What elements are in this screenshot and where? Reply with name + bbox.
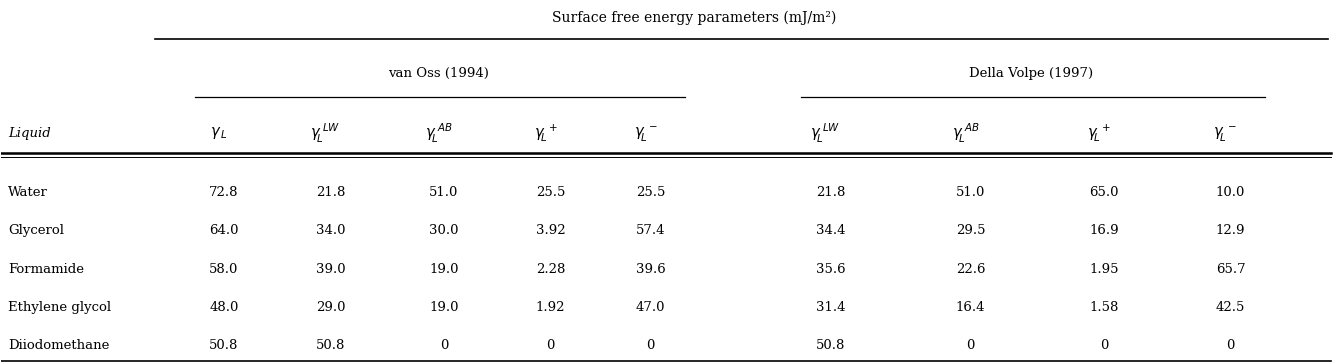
Text: Liquid: Liquid: [8, 127, 51, 140]
Text: 1.95: 1.95: [1089, 263, 1118, 276]
Text: 1.58: 1.58: [1089, 301, 1118, 314]
Text: 3.92: 3.92: [536, 224, 565, 237]
Text: 0: 0: [546, 339, 554, 352]
Text: 51.0: 51.0: [429, 186, 458, 199]
Text: van Oss (1994): van Oss (1994): [387, 67, 489, 80]
Text: 19.0: 19.0: [429, 301, 458, 314]
Text: $\gamma_{\!L}^{\;+}$: $\gamma_{\!L}^{\;+}$: [533, 122, 557, 144]
Text: $\gamma_{\!L}^{\;-}$: $\gamma_{\!L}^{\;-}$: [633, 124, 657, 143]
Text: $\gamma_{\!L}^{\;AB}$: $\gamma_{\!L}^{\;AB}$: [425, 122, 453, 145]
Text: 16.9: 16.9: [1089, 224, 1118, 237]
Text: 50.8: 50.8: [317, 339, 346, 352]
Text: 29.0: 29.0: [315, 301, 346, 314]
Text: 50.8: 50.8: [816, 339, 846, 352]
Text: 57.4: 57.4: [636, 224, 665, 237]
Text: Formamide: Formamide: [8, 263, 84, 276]
Text: Water: Water: [8, 186, 48, 199]
Text: 65.7: 65.7: [1216, 263, 1245, 276]
Text: 72.8: 72.8: [210, 186, 239, 199]
Text: 48.0: 48.0: [210, 301, 239, 314]
Text: 21.8: 21.8: [317, 186, 346, 199]
Text: 1.92: 1.92: [536, 301, 565, 314]
Text: Glycerol: Glycerol: [8, 224, 64, 237]
Text: 64.0: 64.0: [210, 224, 239, 237]
Text: $\gamma_{\!L}^{\;LW}$: $\gamma_{\!L}^{\;LW}$: [310, 122, 341, 145]
Text: 34.4: 34.4: [816, 224, 846, 237]
Text: 39.0: 39.0: [315, 263, 346, 276]
Text: 21.8: 21.8: [816, 186, 846, 199]
Text: 0: 0: [440, 339, 448, 352]
Text: $\gamma_{\!L}^{\;-}$: $\gamma_{\!L}^{\;-}$: [1213, 124, 1237, 143]
Text: 29.5: 29.5: [955, 224, 986, 237]
Text: 58.0: 58.0: [210, 263, 239, 276]
Text: 47.0: 47.0: [636, 301, 665, 314]
Text: 0: 0: [647, 339, 655, 352]
Text: 31.4: 31.4: [816, 301, 846, 314]
Text: 25.5: 25.5: [536, 186, 565, 199]
Text: 25.5: 25.5: [636, 186, 665, 199]
Text: 2.28: 2.28: [536, 263, 565, 276]
Text: 39.6: 39.6: [636, 263, 665, 276]
Text: 42.5: 42.5: [1216, 301, 1245, 314]
Text: $\gamma_{\!L}^{\;AB}$: $\gamma_{\!L}^{\;AB}$: [951, 122, 979, 145]
Text: $\gamma_{\!L}^{\;LW}$: $\gamma_{\!L}^{\;LW}$: [810, 122, 840, 145]
Text: 10.0: 10.0: [1216, 186, 1245, 199]
Text: Ethylene glycol: Ethylene glycol: [8, 301, 111, 314]
Text: 22.6: 22.6: [955, 263, 986, 276]
Text: 30.0: 30.0: [429, 224, 458, 237]
Text: 51.0: 51.0: [957, 186, 986, 199]
Text: Della Volpe (1997): Della Volpe (1997): [969, 67, 1093, 80]
Text: 19.0: 19.0: [429, 263, 458, 276]
Text: 0: 0: [966, 339, 975, 352]
Text: $\gamma_{\!L}^{\;+}$: $\gamma_{\!L}^{\;+}$: [1086, 122, 1110, 144]
Text: 35.6: 35.6: [816, 263, 846, 276]
Text: Diiodomethane: Diiodomethane: [8, 339, 110, 352]
Text: 12.9: 12.9: [1216, 224, 1245, 237]
Text: Surface free energy parameters (mJ/m²): Surface free energy parameters (mJ/m²): [553, 11, 836, 25]
Text: 0: 0: [1226, 339, 1234, 352]
Text: 65.0: 65.0: [1089, 186, 1118, 199]
Text: 50.8: 50.8: [210, 339, 239, 352]
Text: 34.0: 34.0: [315, 224, 346, 237]
Text: 0: 0: [1100, 339, 1108, 352]
Text: 16.4: 16.4: [955, 301, 986, 314]
Text: $\gamma_{\,L}$: $\gamma_{\,L}$: [210, 125, 227, 141]
